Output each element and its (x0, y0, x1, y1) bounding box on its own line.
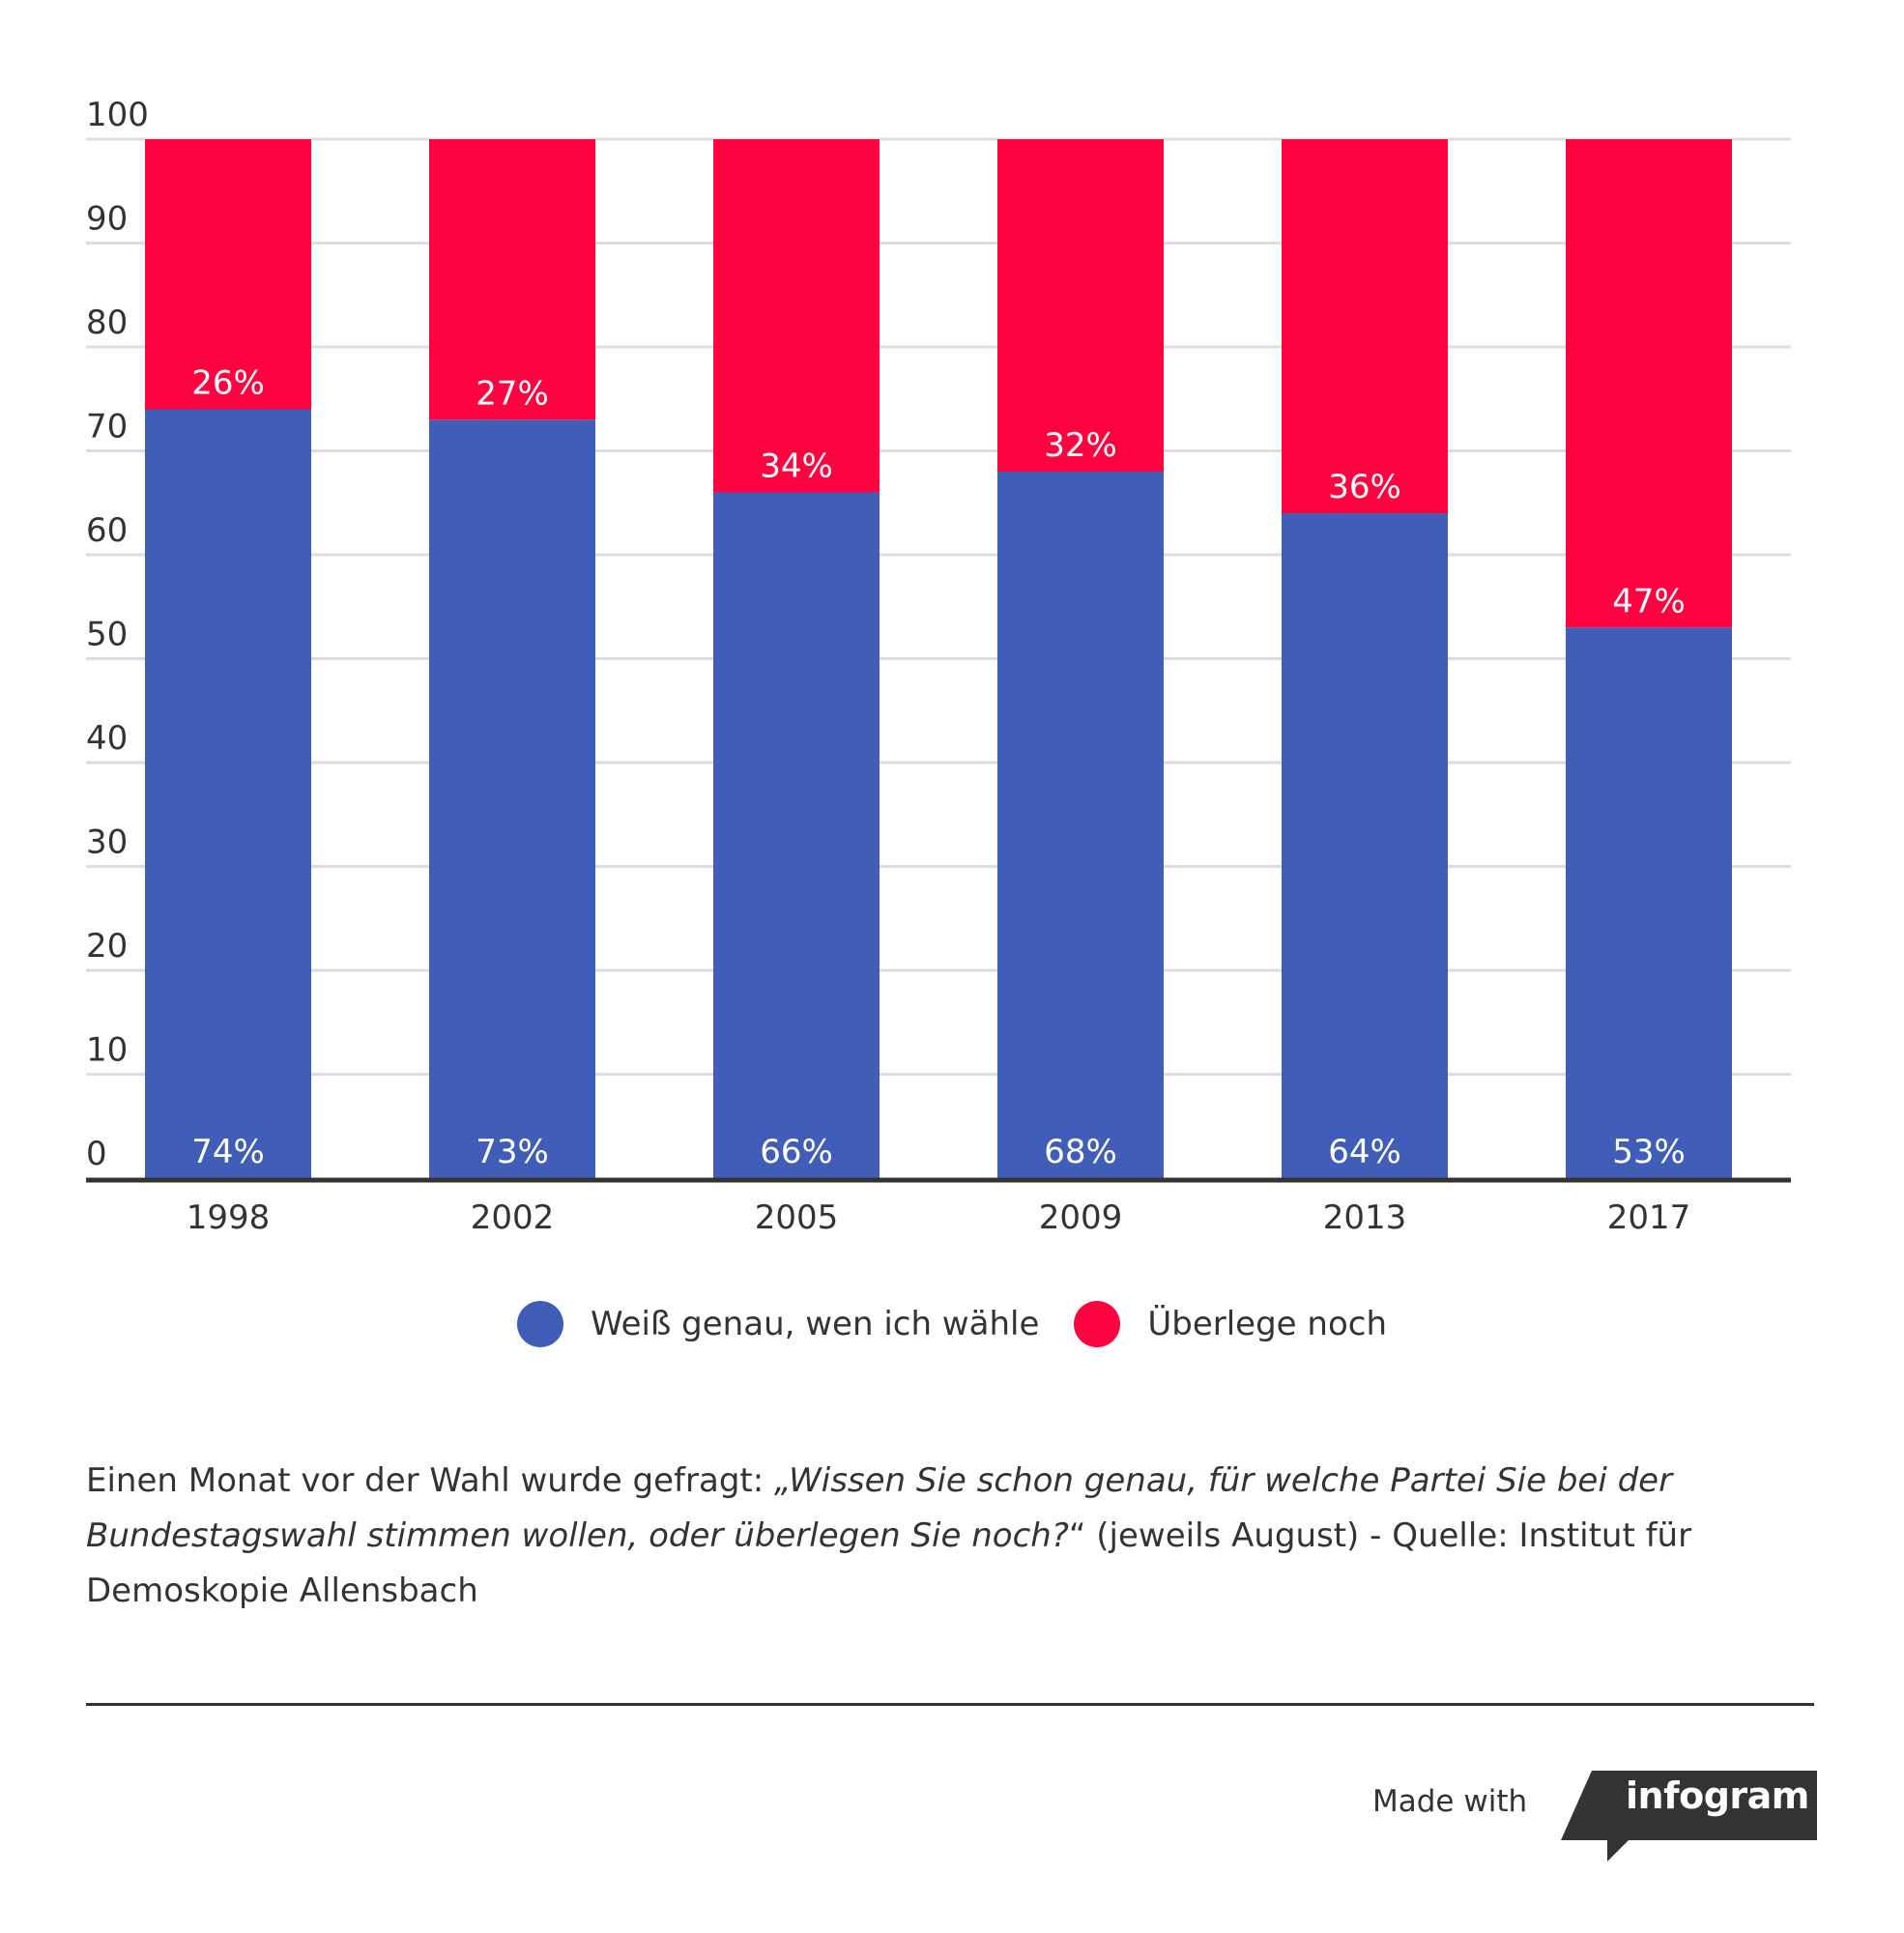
data-label-series-1: 64% (1328, 1133, 1401, 1171)
data-label-series-2: 26% (191, 364, 265, 403)
y-tick-label: 80 (86, 303, 128, 342)
data-label-series-2: 32% (1044, 426, 1117, 465)
legend-label-series-2: Überlege noch (1147, 1305, 1388, 1343)
chart-footnote: Einen Monat vor der Wahl wurde gefragt: … (86, 1454, 1826, 1619)
bar-segment-series-1[interactable] (1566, 627, 1732, 1178)
x-tick-label: 2005 (755, 1198, 839, 1237)
legend-swatch-series-2 (1074, 1301, 1121, 1347)
bar-segment-series-1[interactable] (1282, 513, 1448, 1178)
data-label-series-1: 74% (191, 1133, 265, 1171)
data-label-series-1: 68% (1044, 1133, 1117, 1171)
legend-label-series-1: Weiß genau, wen ich wähle (590, 1305, 1040, 1343)
bar-segment-series-2[interactable] (1566, 139, 1732, 628)
legend: Weiß genau, wen ich wähle Überlege noch (0, 1301, 1904, 1347)
y-tick-label: 70 (86, 408, 128, 447)
y-tick-label: 100 (86, 96, 149, 134)
y-tick-label: 30 (86, 823, 128, 862)
legend-item-series-2[interactable]: Überlege noch (1074, 1301, 1387, 1347)
footnote-quote: „Wissen Sie schon genau, für welche Part… (86, 1461, 1673, 1555)
bar-segment-series-1[interactable] (145, 409, 311, 1179)
data-label-series-2: 27% (476, 374, 549, 413)
y-tick-label: 10 (86, 1031, 128, 1070)
data-label-series-2: 36% (1328, 468, 1401, 506)
y-tick-label: 50 (86, 616, 128, 654)
infogram-logo-text: infogram (1626, 1774, 1809, 1817)
x-tick-label: 2009 (1039, 1198, 1123, 1237)
x-axis-ticks: 1998 2002 2005 2009 2013 2017 (187, 1198, 1691, 1237)
footnote-prefix: Einen Monat vor der Wahl wurde gefragt: (86, 1461, 774, 1500)
x-tick-label: 2017 (1607, 1198, 1691, 1237)
bar-segment-series-1[interactable] (997, 472, 1164, 1178)
y-tick-label: 90 (86, 200, 128, 239)
footnote-suffix: “ (jeweils August) - Quelle: Institut fü… (86, 1516, 1692, 1610)
gridlines (86, 137, 1791, 1076)
x-tick-label: 1998 (187, 1198, 271, 1237)
x-tick-label: 2013 (1323, 1198, 1407, 1237)
infogram-badge[interactable] (1561, 1771, 1817, 1863)
data-label-series-1: 73% (476, 1133, 549, 1171)
badge-shape (1561, 1771, 1817, 1861)
stacked-bar-chart: 0 10 20 30 40 50 60 70 80 90 100 74% 26% 73% 27% 66% 34… (86, 96, 1791, 1237)
y-tick-label: 0 (86, 1135, 107, 1173)
bar-segment-series-2[interactable] (145, 139, 311, 410)
legend-swatch-series-1 (516, 1301, 563, 1347)
made-with-text: Made with (1372, 1784, 1528, 1819)
data-label-series-1: 53% (1612, 1133, 1686, 1171)
bar-segment-series-2[interactable] (713, 139, 880, 493)
bar-segment-series-2[interactable] (1282, 139, 1448, 513)
bar-segment-series-2[interactable] (429, 139, 595, 420)
data-label-series-1: 66% (760, 1133, 833, 1171)
bar-segment-series-1[interactable] (429, 419, 595, 1178)
data-label-series-2: 34% (760, 447, 833, 486)
bar-segment-series-2[interactable] (997, 139, 1164, 472)
footer-divider (86, 1703, 1814, 1706)
bar-segment-series-1[interactable] (713, 492, 880, 1179)
legend-item-series-1[interactable]: Weiß genau, wen ich wähle (516, 1301, 1040, 1347)
data-label-series-2: 47% (1612, 582, 1686, 620)
y-axis-ticks: 0 10 20 30 40 50 60 70 80 90 100 (86, 96, 149, 1173)
x-tick-label: 2002 (471, 1198, 555, 1237)
y-tick-label: 60 (86, 511, 128, 550)
bars: 74% 26% 73% 27% 66% 34% 68% 32% 64% 36% 53% 47% (145, 139, 1732, 1178)
y-tick-label: 20 (86, 927, 128, 966)
y-tick-label: 40 (86, 719, 128, 758)
